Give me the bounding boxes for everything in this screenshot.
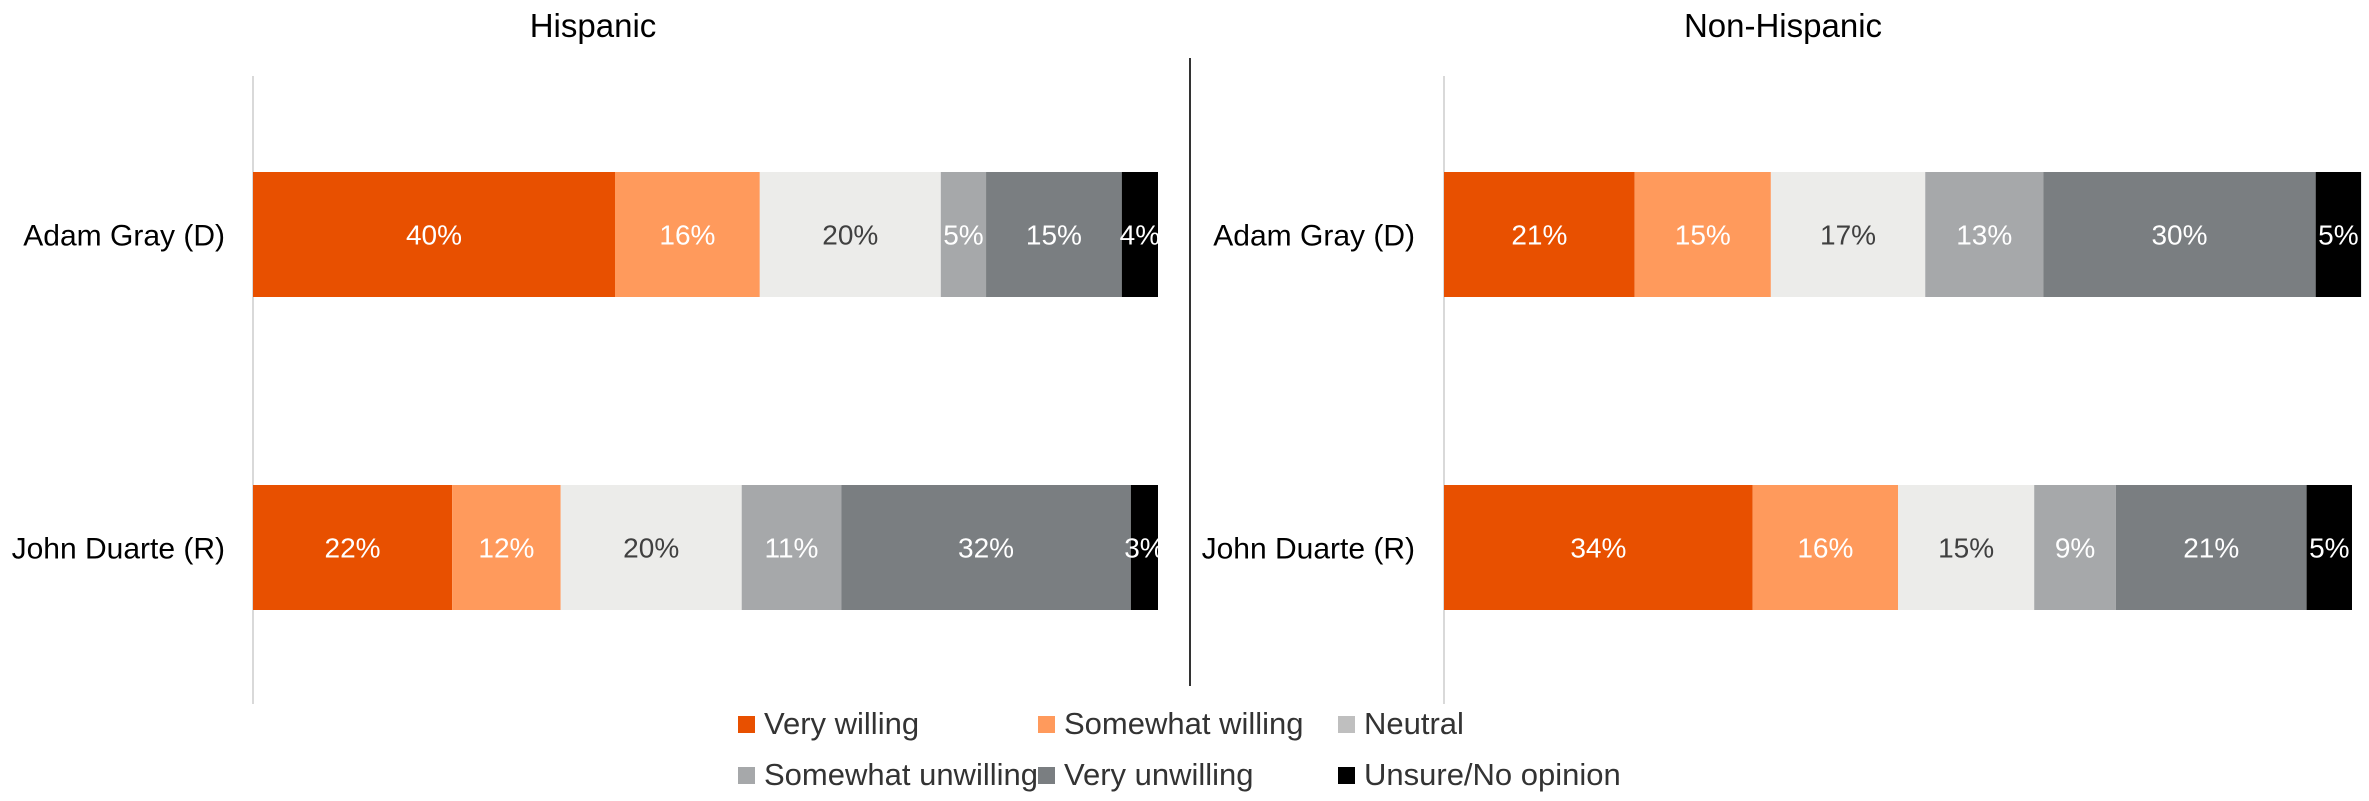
data-label: 32% xyxy=(958,533,1014,564)
data-label: 15% xyxy=(1675,220,1731,251)
bar-segment xyxy=(452,485,561,610)
bar-segment xyxy=(253,172,615,297)
bar-segment xyxy=(841,485,1131,610)
legend: Very willing Somewhat willing Neutral Somew… xyxy=(738,706,1718,796)
data-label: 15% xyxy=(1938,533,1994,564)
data-label: 13% xyxy=(1956,220,2012,251)
bar-segment xyxy=(1444,485,1753,610)
category-label: Adam Gray (D) xyxy=(23,220,225,253)
data-label: 22% xyxy=(325,533,381,564)
category-label: John Duarte (R) xyxy=(12,533,225,566)
data-label: 5% xyxy=(2309,533,2349,564)
data-label: 21% xyxy=(1511,220,1567,251)
data-label: 20% xyxy=(822,220,878,251)
bar-segment xyxy=(1444,172,1635,297)
data-label: 15% xyxy=(1026,220,1082,251)
data-label: 12% xyxy=(478,533,534,564)
bar-segment xyxy=(2043,172,2316,297)
bar-segment xyxy=(940,172,987,297)
category-label: Adam Gray (D) xyxy=(1213,220,1415,253)
data-label: 20% xyxy=(623,533,679,564)
legend-item: Somewhat willing xyxy=(1038,706,1304,742)
bar-segment xyxy=(1752,485,1898,610)
data-label: 5% xyxy=(943,220,983,251)
data-label: 16% xyxy=(1797,533,1853,564)
bar-segment xyxy=(2315,172,2362,297)
bar-segment xyxy=(1130,485,1158,610)
bar-segment xyxy=(741,485,842,610)
legend-item: Very unwilling xyxy=(1038,757,1254,793)
chart-panel-1: Hispanic Adam Gray (D) 40% 16% 20% 5% 15% 4% Joh… xyxy=(12,7,1165,704)
bar-segment xyxy=(1925,172,2044,297)
data-label: 9% xyxy=(2055,533,2095,564)
legend-label: Unsure/No opinion xyxy=(1364,757,1621,792)
data-label: 40% xyxy=(406,220,462,251)
legend-item: Unsure/No opinion xyxy=(1338,757,1621,793)
legend-item: Neutral xyxy=(1338,706,1464,742)
category-label: John Duarte (R) xyxy=(1202,533,1415,566)
bar-segment xyxy=(1770,172,1926,297)
legend-swatch xyxy=(1338,715,1355,733)
bar-segment xyxy=(2034,485,2116,610)
data-label: 11% xyxy=(764,533,818,564)
chart-title: Hispanic xyxy=(530,7,657,44)
legend-label: Very unwilling xyxy=(1064,757,1254,792)
legend-swatch xyxy=(1038,715,1055,733)
bar-segment xyxy=(253,485,453,610)
legend-label: Somewhat willing xyxy=(1064,706,1304,741)
legend-item: Somewhat unwilling xyxy=(738,757,1038,793)
data-label: 17% xyxy=(1820,220,1876,251)
legend-label: Neutral xyxy=(1364,706,1464,741)
bar-segment xyxy=(2306,485,2352,610)
data-label: 3% xyxy=(1124,533,1164,564)
bar-segment xyxy=(1121,172,1158,297)
data-label: 16% xyxy=(659,220,715,251)
bar-segment xyxy=(759,172,941,297)
data-label: 34% xyxy=(1570,533,1626,564)
bar-segment xyxy=(986,172,1122,297)
legend-swatch xyxy=(738,766,755,784)
legend-swatch xyxy=(1338,766,1355,784)
legend-label: Somewhat unwilling xyxy=(764,757,1038,792)
bar-segment xyxy=(1634,172,1771,297)
bar-segment xyxy=(1898,485,2035,610)
legend-swatch xyxy=(738,715,755,733)
legend-item: Very willing xyxy=(738,706,919,742)
legend-swatch xyxy=(1038,766,1055,784)
data-label: 21% xyxy=(2183,533,2239,564)
legend-label: Very willing xyxy=(764,706,920,741)
bar-segment xyxy=(615,172,760,297)
data-label: 4% xyxy=(1120,220,1160,251)
chart-panel-2: Non-Hispanic Adam Gray (D) 21% 15% 17% 13% 30%… xyxy=(1202,7,2362,704)
bar-segment xyxy=(560,485,742,610)
data-label: 30% xyxy=(2151,220,2207,251)
bar-segment xyxy=(2115,485,2307,610)
chart-title: Non-Hispanic xyxy=(1684,7,1882,44)
data-label: 5% xyxy=(2318,220,2358,251)
